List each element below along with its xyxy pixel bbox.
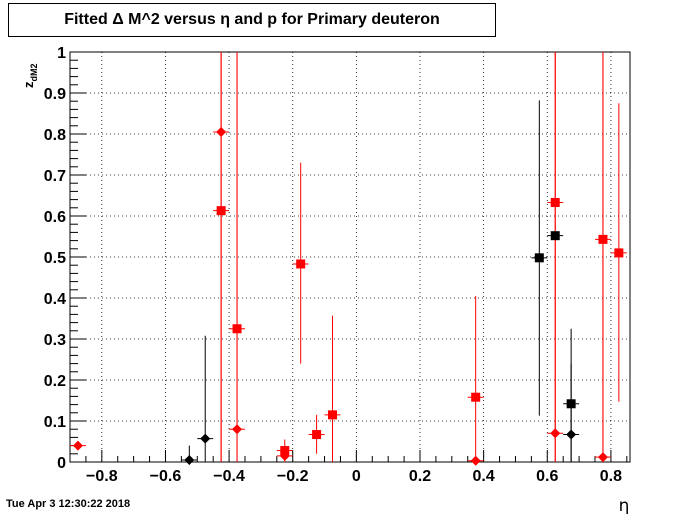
data-point bbox=[308, 414, 325, 454]
diamond-marker bbox=[279, 450, 290, 461]
data-point bbox=[276, 445, 293, 462]
data-point bbox=[547, 52, 564, 462]
y-tick-label: 0.9 bbox=[44, 86, 66, 103]
square-marker bbox=[312, 430, 322, 440]
tick-labels: −0.8 −0.6 −0.4 −0.2 0 0.2 0.4 0.6 0.8 0 0.1 0.2 0.3 0… bbox=[44, 45, 622, 485]
x-tick-label: −0.8 bbox=[86, 468, 118, 485]
x-tick-label: 0.2 bbox=[409, 468, 431, 485]
diamond-marker bbox=[566, 429, 577, 440]
data-point bbox=[70, 440, 86, 451]
y-tick-label: 0.8 bbox=[44, 127, 66, 144]
grid-lines bbox=[70, 51, 630, 463]
y-tick-label: 0.6 bbox=[44, 209, 66, 226]
y-axis-label-main: z bbox=[21, 81, 36, 88]
square-marker bbox=[550, 231, 560, 241]
y-tick-label: 0.7 bbox=[44, 168, 66, 185]
data-point bbox=[563, 363, 580, 462]
axis-ticks bbox=[69, 51, 628, 463]
y-tick-label: 0.1 bbox=[44, 414, 66, 431]
y-tick-label: 0.3 bbox=[44, 332, 66, 349]
y-tick-label: 1 bbox=[57, 45, 66, 62]
x-tick-label: −0.2 bbox=[277, 468, 309, 485]
data-point bbox=[197, 335, 214, 462]
x-tick-label: 0 bbox=[352, 468, 361, 485]
data-point bbox=[531, 100, 548, 416]
square-marker bbox=[614, 248, 624, 258]
data-point bbox=[467, 455, 484, 466]
data-point bbox=[595, 52, 611, 463]
data-point bbox=[547, 231, 564, 241]
y-axis-label-sub: dM2 bbox=[29, 64, 39, 82]
data-point bbox=[292, 162, 309, 364]
square-marker bbox=[471, 392, 481, 402]
y-tick-label: 0.4 bbox=[44, 291, 66, 308]
diamond-marker bbox=[232, 424, 243, 435]
data-point bbox=[324, 315, 341, 462]
square-marker bbox=[534, 253, 544, 263]
data-point bbox=[213, 52, 230, 462]
data-point bbox=[467, 295, 484, 462]
diamond-marker bbox=[72, 440, 83, 451]
y-tick-label: 0.2 bbox=[44, 373, 66, 390]
diamond-marker bbox=[597, 452, 608, 463]
diamond-marker bbox=[216, 126, 227, 137]
square-marker bbox=[296, 259, 306, 269]
y-tick-label: 0.5 bbox=[44, 250, 66, 267]
data-points bbox=[70, 52, 627, 466]
timestamp: Tue Apr 3 12:30:22 2018 bbox=[6, 498, 131, 510]
data-point bbox=[229, 52, 245, 462]
y-tick-label: 0 bbox=[57, 455, 66, 472]
x-tick-label: −0.4 bbox=[213, 468, 245, 485]
data-point bbox=[610, 103, 627, 402]
data-point bbox=[181, 445, 198, 465]
x-tick-label: 0.4 bbox=[473, 468, 495, 485]
y-axis-label: zdM2 bbox=[21, 64, 39, 89]
x-axis-label: η bbox=[619, 496, 630, 514]
x-tick-label: 0.6 bbox=[536, 468, 558, 485]
x-tick-label: −0.6 bbox=[150, 468, 182, 485]
square-marker bbox=[328, 410, 337, 420]
diamond-marker bbox=[200, 433, 211, 444]
diamond-marker bbox=[470, 455, 481, 466]
diamond-marker bbox=[550, 428, 561, 439]
diamond-marker bbox=[184, 454, 195, 465]
chart-title: Fitted Δ M^2 versus η and p for Primary … bbox=[8, 3, 496, 37]
x-tick-label: 0.8 bbox=[600, 468, 622, 485]
